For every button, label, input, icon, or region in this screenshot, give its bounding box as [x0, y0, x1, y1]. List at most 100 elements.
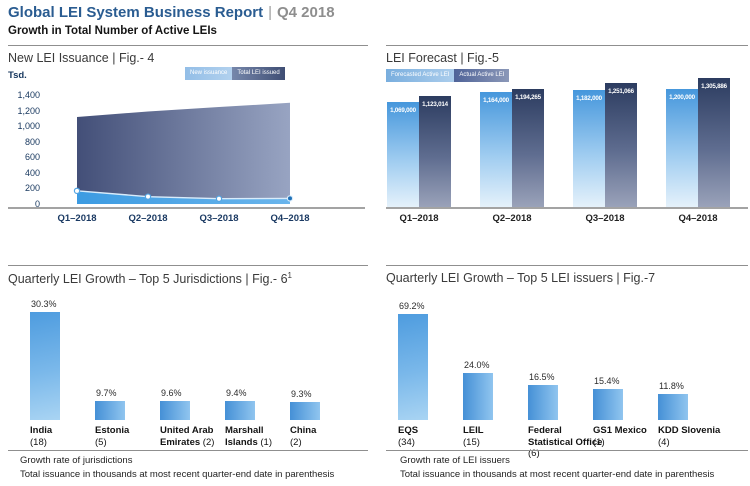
category-label-line: Federal	[528, 425, 562, 436]
y-tick-label: 600	[24, 152, 40, 162]
legend-item-new-issuance: New issuance	[185, 67, 233, 80]
x-tick-label: Q3–2018	[199, 213, 239, 224]
category-label-line: (15)	[463, 436, 480, 448]
bar	[593, 389, 623, 420]
bar-actual	[419, 96, 451, 208]
line-marker	[215, 195, 223, 202]
bar-value-label: 1,182,000	[576, 95, 602, 102]
category-label-line: KDD Slovenia	[658, 425, 721, 436]
divider	[386, 45, 748, 46]
category-label-line: Islands (1)	[225, 436, 272, 448]
bar	[95, 401, 125, 420]
area-series-total-lei-issued	[77, 102, 290, 204]
title-separator: |	[268, 4, 272, 21]
fig5-legend: Forecasted Active LEI Actual Active LEI	[386, 69, 510, 82]
category-label-line: Marshall	[225, 425, 264, 436]
fig7-footnote-2: Total issuance in thousands at most rece…	[400, 469, 715, 480]
category-label: GS1 Mexico (1)	[593, 425, 647, 448]
bar-actual	[698, 78, 730, 208]
category-label: KDD Slovenia (4)	[658, 425, 720, 448]
category-label-line: (5)	[95, 436, 107, 448]
category-label-line: United Arab	[160, 425, 214, 436]
bar-forecast	[573, 90, 605, 208]
y-tick-label: 0	[34, 198, 40, 209]
fig7-title: Quarterly LEI Growth – Top 5 LEI issuers…	[386, 271, 656, 285]
category-label-line: (2)	[290, 436, 302, 448]
category-label-line: (6)	[528, 448, 540, 459]
category-label: Estonia (5)	[95, 425, 129, 448]
bar-value-label: 1,251,066	[608, 88, 634, 95]
report-subtitle: Growth in Total Number of Active LEIs	[8, 25, 217, 37]
area-series-new-issuance	[77, 190, 290, 204]
bar-value-label: 1,200,000	[669, 94, 695, 101]
x-tick-label: Q2–2018	[128, 213, 168, 224]
percent-label: 9.3%	[291, 389, 312, 399]
bar-forecast	[387, 102, 419, 208]
category-label-line: Emirates (2)	[160, 436, 215, 448]
x-tick-label: Q4–2018	[270, 213, 310, 224]
x-tick-label: Q2–2018	[492, 213, 532, 224]
bar	[463, 373, 493, 420]
percent-label: 16.5%	[529, 372, 555, 382]
line-marker	[73, 187, 81, 195]
bar	[225, 401, 255, 420]
percent-label: 11.8%	[659, 381, 684, 391]
line-marker	[144, 193, 152, 200]
bar	[160, 401, 190, 420]
y-tick-label: 1,200	[17, 105, 40, 116]
divider	[386, 450, 748, 451]
category-label: Marshall Islands (1)	[225, 425, 272, 448]
x-tick-label: Q4–2018	[678, 213, 718, 224]
percent-label: 15.4%	[594, 376, 620, 386]
category-label: Federal Statistical Office (6)	[528, 425, 602, 460]
divider	[8, 45, 368, 46]
category-label-line: GS1 Mexico	[593, 425, 647, 436]
x-tick-label: Q1–2018	[399, 213, 439, 224]
bar-actual	[605, 83, 637, 208]
bar	[398, 314, 428, 420]
y-tick-label: 400	[24, 167, 40, 178]
category-label-line: LEIL	[463, 425, 484, 436]
bar	[658, 394, 688, 420]
fig4-y-axis-unit: Tsd.	[8, 70, 27, 81]
line-marker	[286, 195, 294, 202]
bar	[30, 312, 60, 420]
bar-forecast	[666, 89, 698, 208]
x-tick-label: Q3–2018	[585, 213, 625, 224]
category-label-line: (1)	[593, 436, 605, 448]
category-label-line: (18)	[30, 436, 47, 448]
fig6-footnote-1: Growth rate of jurisdictions	[20, 455, 133, 466]
category-label-line: China	[290, 425, 317, 436]
percent-label: 69.2%	[399, 301, 425, 311]
x-tick-label: Q1–2018	[57, 213, 97, 224]
fig4-area-chart	[73, 102, 294, 204]
bar-actual	[512, 89, 544, 208]
percent-label: 24.0%	[464, 360, 490, 370]
legend-item-forecasted-active-lei: Forecasted Active LEI	[386, 69, 455, 82]
fig6-footnote-2: Total issuance in thousands at most rece…	[20, 469, 335, 480]
bar-value-label: 1,305,886	[701, 83, 727, 90]
line-new-issuance	[76, 190, 291, 200]
fig6-footnote-marker: 1	[287, 271, 292, 280]
fig6-title: Quarterly LEI Growth – Top 5 Jurisdictio…	[8, 271, 292, 286]
bar-value-label: 1,123,014	[422, 101, 448, 108]
category-label-line: Estonia	[95, 425, 130, 436]
fig4-legend: New issuance Total LEI issued	[185, 67, 285, 80]
bar-forecast	[480, 92, 512, 208]
y-tick-label: 200	[24, 183, 40, 193]
divider	[8, 450, 368, 451]
fig4-title: New LEI Issuance | Fig.- 4	[8, 51, 155, 65]
category-label: EQS (34)	[398, 425, 418, 448]
fig4-x-axis	[8, 207, 365, 209]
percent-label: 9.7%	[96, 388, 117, 398]
category-label-line: Statistical Office	[528, 436, 603, 448]
bar	[528, 385, 558, 420]
bar-value-label: 1,194,265	[515, 94, 541, 101]
y-tick-label: 1,000	[17, 121, 40, 131]
percent-label: 9.6%	[161, 388, 182, 398]
y-tick-label: 800	[24, 136, 40, 147]
fig6-title-text: Quarterly LEI Growth – Top 5 Jurisdictio…	[8, 272, 288, 287]
bar-value-label: 1,069,000	[390, 107, 416, 114]
legend-item-actual-active-lei: Actual Active LEI	[454, 69, 510, 82]
